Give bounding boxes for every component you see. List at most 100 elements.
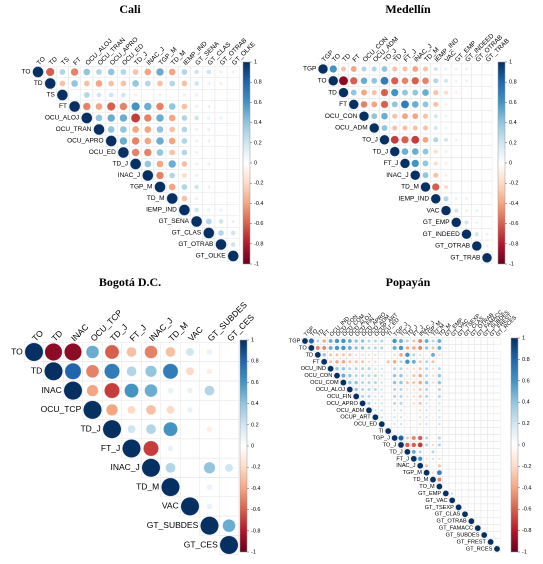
corr-circle xyxy=(436,469,443,476)
corr-circle xyxy=(59,68,66,76)
corr-circle xyxy=(411,159,420,168)
corr-circle xyxy=(360,345,365,351)
column-label: TO xyxy=(36,56,47,67)
corr-circle xyxy=(437,401,441,405)
corr-circle xyxy=(463,499,467,502)
corr-circle xyxy=(350,65,357,73)
row-label: GT_EMP xyxy=(423,219,450,226)
corr-circle xyxy=(429,476,437,483)
corr-circle xyxy=(367,387,371,392)
corr-circle xyxy=(424,436,429,440)
corr-circle xyxy=(406,409,409,412)
corr-circle xyxy=(120,68,127,76)
corr-circle xyxy=(398,380,404,385)
corr-circle xyxy=(373,387,378,392)
colorbar-tick-label: -0.2 xyxy=(522,464,531,470)
corr-circle xyxy=(194,150,199,155)
corr-circle xyxy=(169,172,176,179)
corr-circle xyxy=(85,345,100,359)
corr-circle xyxy=(468,517,475,525)
colorbar-tick-label: 0.6 xyxy=(522,378,530,384)
row-label: INAC_J xyxy=(118,172,140,179)
corr-circle xyxy=(393,353,397,357)
corr-circle xyxy=(474,524,481,532)
corr-circle xyxy=(181,126,188,133)
corr-circle xyxy=(444,149,448,154)
corr-circle xyxy=(166,405,175,415)
corr-circle xyxy=(411,449,417,455)
corr-circle xyxy=(194,196,199,201)
corr-circle xyxy=(219,81,223,86)
corr-circle xyxy=(422,136,429,144)
corr-circle xyxy=(227,250,239,262)
row-label: GT_SUBDES xyxy=(446,533,480,539)
corr-circle xyxy=(163,421,178,437)
corr-circle xyxy=(354,373,359,378)
corr-circle xyxy=(165,346,176,358)
corr-circle xyxy=(391,125,398,131)
corr-circle xyxy=(487,538,494,546)
corr-circle xyxy=(338,76,349,86)
corr-circle xyxy=(143,113,152,123)
corr-circle xyxy=(360,89,368,96)
corr-circle xyxy=(371,66,378,72)
corr-circle xyxy=(68,100,81,113)
corr-circle xyxy=(373,394,377,398)
corr-circle xyxy=(181,68,188,76)
corr-circle xyxy=(412,416,415,419)
cell xyxy=(493,337,501,345)
corr-circle xyxy=(206,426,213,433)
row-label: TD xyxy=(31,366,42,376)
corr-circle xyxy=(106,403,118,416)
row-label: GT_SUBDES xyxy=(147,520,199,530)
corr-circle xyxy=(398,352,404,357)
corr-circle xyxy=(127,424,136,434)
corr-circle xyxy=(392,359,397,364)
corr-circle xyxy=(119,125,128,134)
corr-circle xyxy=(168,102,176,111)
corr-circle xyxy=(93,123,105,136)
corr-circle xyxy=(391,434,398,442)
corr-circle xyxy=(449,497,456,504)
corr-circle xyxy=(411,373,416,378)
corr-circle xyxy=(393,415,397,419)
row-label: TD_M xyxy=(147,195,165,202)
corr-circle xyxy=(475,220,479,225)
corr-circle xyxy=(206,484,213,491)
row-label: OCU_ADM xyxy=(336,408,364,414)
corr-circle xyxy=(181,80,188,87)
corr-circle xyxy=(425,422,429,426)
corr-circle xyxy=(463,492,467,495)
corr-circle xyxy=(144,137,152,145)
corr-circle xyxy=(437,436,442,440)
corr-circle xyxy=(95,68,103,76)
corr-circle xyxy=(354,387,359,392)
corr-circle xyxy=(131,102,140,111)
corr-circle xyxy=(85,364,100,378)
colorbar-tick-label: 1 xyxy=(522,335,525,341)
corr-circle xyxy=(400,100,410,109)
corr-circle xyxy=(412,423,415,426)
corr-circle xyxy=(354,345,359,351)
corr-circle xyxy=(420,181,431,193)
colorbar xyxy=(510,337,519,553)
corr-circle xyxy=(194,173,199,178)
corr-circle xyxy=(367,346,371,350)
corr-circle xyxy=(82,102,91,111)
column-label: TS xyxy=(60,56,71,67)
colorbar-tick-label: -0.4 xyxy=(509,201,518,207)
corr-circle xyxy=(367,380,371,385)
corr-circle xyxy=(453,208,459,213)
column-label: TI xyxy=(386,330,394,338)
cell xyxy=(493,545,501,553)
corr-circle xyxy=(369,122,380,134)
row-label: FT xyxy=(339,101,347,108)
corr-circle xyxy=(83,91,90,99)
corr-circle xyxy=(451,217,462,228)
corr-circle xyxy=(424,380,429,385)
colorbar xyxy=(497,61,506,265)
corr-circle xyxy=(464,220,469,225)
corr-circle xyxy=(390,88,399,97)
corr-circle xyxy=(308,338,315,344)
corr-circle xyxy=(155,67,165,77)
